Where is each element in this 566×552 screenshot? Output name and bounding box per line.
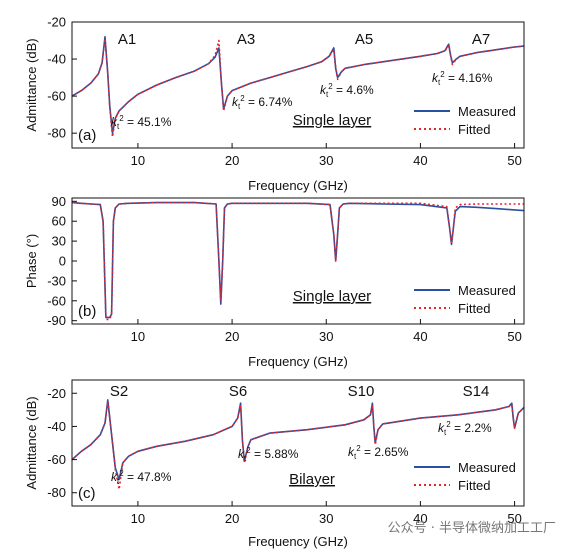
y-tick-label: 90 <box>52 194 66 209</box>
panel-caption: Bilayer <box>289 471 335 488</box>
panel-caption: Single layer <box>293 288 371 305</box>
mode-label: S10 <box>348 383 375 400</box>
panel-letter: (c) <box>78 485 96 502</box>
kt2-annotation: kt2 = 5.88% <box>238 446 299 463</box>
y-tick-label: -40 <box>47 419 66 434</box>
mode-label: S6 <box>229 383 247 400</box>
kt2-annotation: kt2 = 4.16% <box>432 70 493 87</box>
series-fitted <box>72 37 524 138</box>
x-tick-label: 30 <box>319 329 333 344</box>
y-tick-label: -20 <box>47 386 66 401</box>
panel-b: 10 20 30 40 50 90 60 30 0 -30 -60 -90 Frequency (GHz… <box>24 194 525 369</box>
x-tick-label: 40 <box>413 153 427 168</box>
mode-label: S2 <box>110 383 128 400</box>
y-tick-label: 60 <box>52 214 66 229</box>
y-axis-label: Admittance (dB) <box>24 396 39 489</box>
legend-measured-label: Measured <box>458 104 516 119</box>
legend-fitted-label: Fitted <box>458 122 491 137</box>
series-measured <box>72 399 524 481</box>
y-axis-label: Admittance (dB) <box>24 38 39 131</box>
x-tick-label: 10 <box>131 153 145 168</box>
x-tick-label: 10 <box>131 329 145 344</box>
kt2-annotation: kt2 = 47.8% <box>111 469 172 486</box>
panel-letter: (a) <box>78 127 96 144</box>
legend-fitted-label: Fitted <box>458 478 491 493</box>
plot-frame <box>71 21 525 149</box>
mode-label: A5 <box>355 31 373 48</box>
y-tick-label: 0 <box>59 254 66 269</box>
plot-frame <box>71 379 525 507</box>
mode-label: S14 <box>463 383 490 400</box>
mode-label: A3 <box>237 31 255 48</box>
x-tick-label: 20 <box>225 153 239 168</box>
panel-c: 10 20 30 40 50 -20 -40 -60 -80 Frequency (GHz) Adm… <box>24 379 525 549</box>
y-axis-label: Phase (°) <box>24 234 39 288</box>
panel-caption: Single layer <box>293 112 371 129</box>
plot-frame <box>71 197 525 325</box>
legend-measured-label: Measured <box>458 460 516 475</box>
kt2-annotation: kt2 = 2.2% <box>438 420 492 437</box>
series-fitted <box>72 201 524 321</box>
mode-label: A7 <box>472 31 490 48</box>
kt2-annotation: kt2 = 45.1% <box>111 114 172 131</box>
panel-letter: (b) <box>78 303 96 320</box>
legend-measured-label: Measured <box>458 283 516 298</box>
x-tick-label: 10 <box>131 511 145 526</box>
y-tick-label: -60 <box>47 293 66 308</box>
x-tick-label: 40 <box>413 511 427 526</box>
y-tick-label: -30 <box>47 273 66 288</box>
mode-label: A1 <box>118 31 136 48</box>
watermark: 公众号 · 半导体微纳加工工厂 <box>387 521 556 536</box>
x-tick-label: 30 <box>319 153 333 168</box>
x-tick-label: 50 <box>507 153 521 168</box>
legend-fitted-label: Fitted <box>458 301 491 316</box>
x-tick-label: 30 <box>319 511 333 526</box>
panel-a: 10 20 30 40 50 -20 -40 -60 -80 Frequency (GHz) Adm… <box>24 15 525 193</box>
x-tick-label: 20 <box>225 329 239 344</box>
x-tick-label: 40 <box>413 329 427 344</box>
y-tick-label: -20 <box>47 15 66 30</box>
kt2-annotation: kt2 = 6.74% <box>232 94 293 111</box>
y-tick-label: 30 <box>52 234 66 249</box>
x-tick-label: 50 <box>507 511 521 526</box>
x-tick-label: 20 <box>225 511 239 526</box>
x-axis-label: Frequency (GHz) <box>248 178 348 193</box>
x-tick-label: 50 <box>507 329 521 344</box>
y-tick-label: -40 <box>47 52 66 67</box>
y-tick-label: -80 <box>47 485 66 500</box>
x-axis-label: Frequency (GHz) <box>248 534 348 549</box>
y-tick-label: -60 <box>47 452 66 467</box>
y-tick-label: -80 <box>47 126 66 141</box>
kt2-annotation: kt2 = 2.65% <box>348 444 409 461</box>
x-axis-label: Frequency (GHz) <box>248 354 348 369</box>
y-tick-label: -90 <box>47 313 66 328</box>
kt2-annotation: kt2 = 4.6% <box>320 82 374 99</box>
y-tick-label: -60 <box>47 89 66 104</box>
